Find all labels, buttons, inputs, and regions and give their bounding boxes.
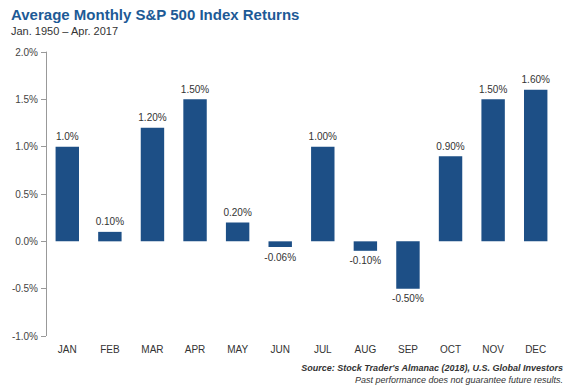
svg-text:-1.0%: -1.0% bbox=[12, 331, 38, 342]
svg-text:APR: APR bbox=[185, 344, 206, 355]
svg-text:Past performance does not guar: Past performance does not guarantee futu… bbox=[355, 375, 563, 385]
svg-text:JUN: JUN bbox=[270, 344, 289, 355]
svg-text:-0.06%: -0.06% bbox=[264, 252, 296, 263]
svg-text:1.0%: 1.0% bbox=[15, 141, 38, 152]
svg-text:Average Monthly S&P 500 Index: Average Monthly S&P 500 Index Returns bbox=[11, 6, 299, 23]
svg-text:-0.5%: -0.5% bbox=[12, 283, 38, 294]
svg-text:0.20%: 0.20% bbox=[223, 207, 251, 218]
svg-text:JAN: JAN bbox=[58, 344, 77, 355]
svg-text:1.0%: 1.0% bbox=[56, 131, 79, 142]
svg-text:MAR: MAR bbox=[141, 344, 163, 355]
svg-text:0.90%: 0.90% bbox=[436, 141, 464, 152]
svg-text:1.60%: 1.60% bbox=[522, 74, 550, 85]
svg-text:MAY: MAY bbox=[227, 344, 248, 355]
svg-text:0.0%: 0.0% bbox=[15, 236, 38, 247]
svg-text:NOV: NOV bbox=[482, 344, 504, 355]
svg-text:DEC: DEC bbox=[525, 344, 546, 355]
svg-text:Jan. 1950 – Apr. 2017: Jan. 1950 – Apr. 2017 bbox=[11, 25, 118, 37]
svg-text:1.00%: 1.00% bbox=[309, 131, 337, 142]
svg-text:OCT: OCT bbox=[440, 344, 461, 355]
svg-text:1.50%: 1.50% bbox=[181, 84, 209, 95]
svg-text:0.10%: 0.10% bbox=[96, 216, 124, 227]
svg-text:1.20%: 1.20% bbox=[138, 112, 166, 123]
svg-text:Source: Stock Trader's Almanac: Source: Stock Trader's Almanac (2018), U… bbox=[301, 363, 563, 373]
svg-text:SEP: SEP bbox=[398, 344, 418, 355]
svg-text:0.5%: 0.5% bbox=[15, 189, 38, 200]
svg-text:JUL: JUL bbox=[314, 344, 332, 355]
svg-text:AUG: AUG bbox=[355, 344, 377, 355]
svg-text:-0.50%: -0.50% bbox=[392, 293, 424, 304]
svg-text:1.5%: 1.5% bbox=[15, 94, 38, 105]
svg-text:2.0%: 2.0% bbox=[15, 47, 38, 58]
svg-text:-0.10%: -0.10% bbox=[350, 255, 382, 266]
svg-text:FEB: FEB bbox=[100, 344, 120, 355]
svg-text:1.50%: 1.50% bbox=[479, 84, 507, 95]
